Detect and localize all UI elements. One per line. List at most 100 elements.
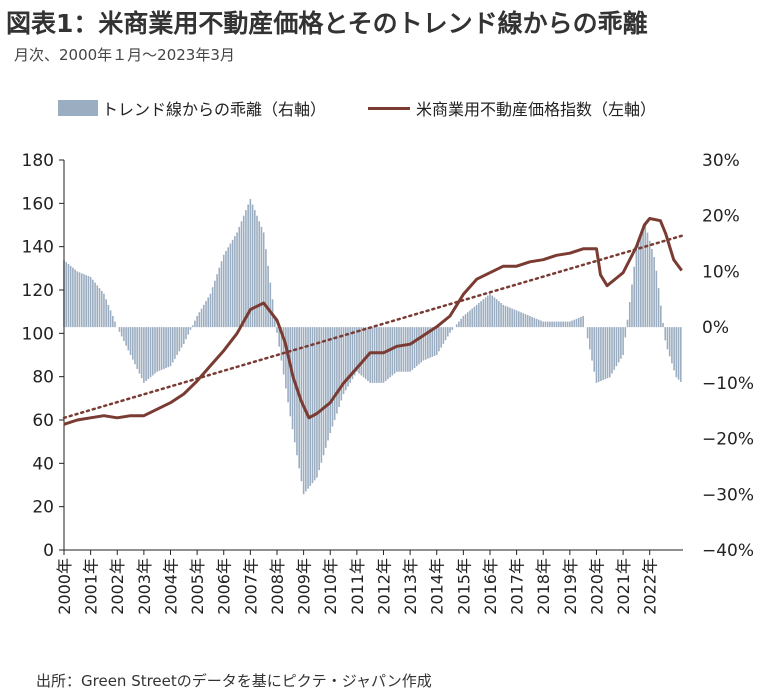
deviation-bar <box>187 327 190 335</box>
deviation-bar <box>329 327 332 433</box>
deviation-bar <box>276 327 278 333</box>
deviation-bar <box>491 295 493 328</box>
left-tick-label: 40 <box>32 454 54 474</box>
deviation-bar <box>318 327 320 471</box>
deviation-bar <box>180 327 183 348</box>
deviation-bar <box>331 327 334 427</box>
deviation-bar <box>380 327 383 383</box>
deviation-bar <box>85 275 87 328</box>
deviation-bar <box>72 267 74 328</box>
deviation-bar <box>120 327 123 337</box>
deviation-bar <box>131 327 134 360</box>
deviation-bar <box>74 269 76 328</box>
deviation-bar <box>677 327 680 380</box>
deviation-bar <box>455 324 458 328</box>
x-tick-label: 2019年 <box>561 558 580 615</box>
deviation-bar <box>613 327 616 370</box>
deviation-bar <box>495 299 498 328</box>
deviation-bar <box>493 297 496 328</box>
left-tick-label: 80 <box>32 368 54 388</box>
deviation-bar <box>174 327 176 359</box>
deviation-bar <box>560 321 562 328</box>
deviation-bar <box>520 312 522 328</box>
left-tick-label: 0 <box>43 541 54 561</box>
deviation-bar <box>325 327 327 448</box>
deviation-bar <box>254 210 256 328</box>
deviation-bar <box>302 327 305 495</box>
deviation-bar <box>147 327 150 380</box>
deviation-bar <box>149 327 152 378</box>
deviation-bar <box>464 314 467 328</box>
deviation-bar <box>285 327 287 389</box>
deviation-bar <box>480 301 482 328</box>
deviation-bar <box>127 327 130 351</box>
deviation-bar <box>580 316 582 328</box>
deviation-bar <box>506 306 509 328</box>
deviation-bar <box>220 261 223 328</box>
x-tick-label: 2004年 <box>161 558 180 615</box>
deviation-bar <box>398 327 400 372</box>
deviation-bar <box>98 288 101 328</box>
deviation-bar <box>631 284 633 328</box>
x-tick-label: 2000年 <box>55 558 74 615</box>
deviation-bar <box>591 327 593 361</box>
deviation-bar <box>620 327 622 359</box>
deviation-bar <box>109 310 112 328</box>
x-tick-label: 2021年 <box>614 558 633 615</box>
deviation-bar <box>577 317 580 328</box>
deviation-bar <box>89 277 92 328</box>
deviation-bar <box>92 279 94 328</box>
deviation-bar <box>273 316 276 328</box>
deviation-bar <box>409 327 411 372</box>
deviation-bar <box>216 274 218 328</box>
deviation-bar <box>183 327 185 344</box>
deviation-bar <box>395 327 398 372</box>
deviation-bar <box>227 247 229 328</box>
deviation-bar <box>413 327 416 368</box>
deviation-bar <box>362 327 365 378</box>
source-note: 出所：Green Streetのデータを基にピクテ・ジャパン作成 <box>36 672 432 690</box>
chart-title: 図表1：米商業用不動産価格とそのトレンド線からの乖離 <box>6 9 648 38</box>
deviation-bar <box>349 327 352 383</box>
deviation-bar <box>378 327 380 383</box>
deviation-bar <box>655 270 658 328</box>
deviation-bar <box>500 303 502 328</box>
left-tick-label: 100 <box>22 324 54 344</box>
deviation-bar <box>644 224 647 328</box>
x-tick-label: 2022年 <box>641 558 660 615</box>
deviation-bar <box>358 327 360 374</box>
deviation-bar <box>167 327 170 368</box>
deviation-bar <box>442 327 445 344</box>
legend: トレンド線からの乖離（右軸） 米商業用不動産価格指数（左軸） <box>0 96 765 122</box>
legend-item-price: 米商業用不動産価格指数（左軸） <box>368 96 656 120</box>
x-tick-label: 2017年 <box>508 558 527 615</box>
deviation-bar <box>633 266 635 328</box>
legend-label-deviation: トレンド線からの乖離（右軸） <box>102 100 327 119</box>
deviation-bar <box>502 304 505 328</box>
deviation-bar <box>96 285 99 328</box>
deviation-bar <box>196 316 198 328</box>
deviation-bar <box>87 276 90 328</box>
deviation-bar <box>600 327 602 381</box>
deviation-bar <box>440 327 442 348</box>
deviation-bar <box>316 327 318 478</box>
right-tick-label: −10% <box>702 374 754 394</box>
deviation-bar <box>651 248 653 328</box>
deviation-bar <box>546 321 549 328</box>
deviation-bar <box>657 288 660 328</box>
deviation-bar <box>191 325 194 328</box>
deviation-bar <box>163 327 165 369</box>
deviation-bar <box>311 327 314 484</box>
deviation-bar <box>240 221 243 328</box>
deviation-bar <box>628 302 631 328</box>
deviation-bar <box>513 309 516 328</box>
deviation-bar <box>251 204 254 328</box>
deviation-bar <box>540 320 542 328</box>
deviation-bar <box>353 327 356 376</box>
deviation-bar <box>129 327 132 355</box>
deviation-bar <box>429 327 431 358</box>
deviation-bar <box>438 327 440 352</box>
deviation-bar <box>338 327 340 407</box>
deviation-bar <box>160 327 163 370</box>
deviation-bar <box>653 257 655 328</box>
